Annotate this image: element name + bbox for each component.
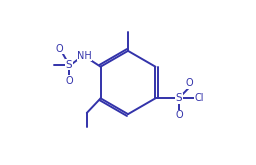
Text: O: O <box>186 78 193 88</box>
Text: O: O <box>56 44 63 54</box>
Text: O: O <box>65 76 73 86</box>
Text: S: S <box>66 60 72 70</box>
Text: Cl: Cl <box>194 93 204 103</box>
Text: S: S <box>176 93 182 103</box>
Text: O: O <box>175 110 183 120</box>
Text: NH: NH <box>77 51 92 61</box>
